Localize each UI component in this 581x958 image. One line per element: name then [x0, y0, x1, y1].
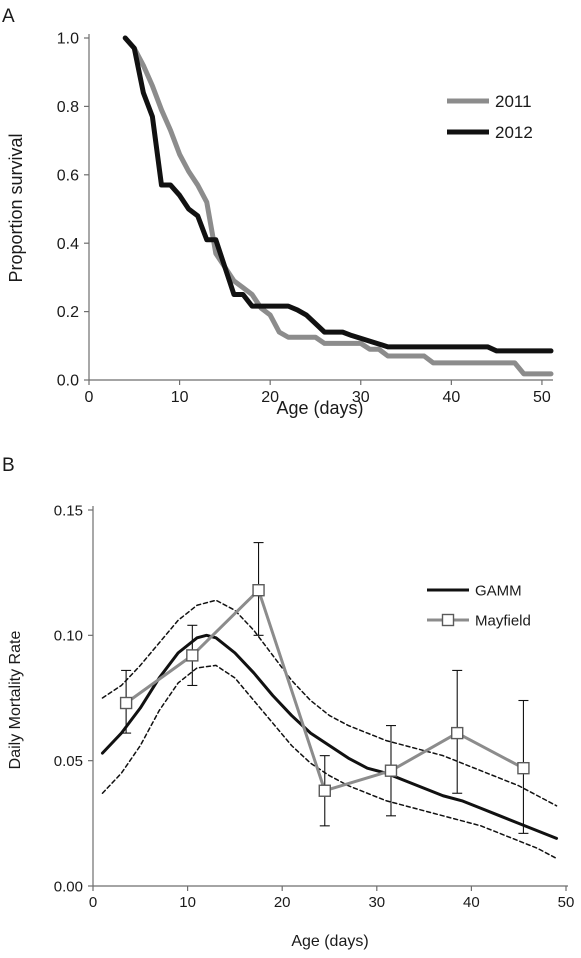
legend-label: 2011	[495, 92, 532, 111]
x-tick-label: 50	[558, 894, 575, 911]
data-point	[517, 761, 530, 775]
series-mayfield	[119, 542, 530, 834]
series-line	[101, 664, 558, 860]
y-tick-label: 0.4	[57, 236, 79, 253]
panel-b-legend: GAMM Mayfield	[427, 582, 531, 629]
y-tick-label: 0.10	[54, 628, 83, 645]
legend-entry: Mayfield	[427, 612, 531, 629]
y-tick-label: 0.0	[57, 373, 79, 390]
legend-label: GAMM	[475, 582, 522, 599]
panel-b-axes	[92, 506, 568, 887]
panel-a-series	[122, 35, 554, 377]
legend-label: 2012	[495, 123, 533, 142]
data-point	[119, 696, 133, 710]
panel-a-x-axis-label: Age (days)	[276, 398, 363, 418]
data-point	[451, 726, 464, 740]
legend-entry: 2011	[447, 92, 532, 111]
data-point	[252, 584, 265, 597]
panel-a-axes	[88, 34, 553, 381]
panel-label-b: B	[2, 455, 15, 476]
x-tick-label: 30	[352, 389, 370, 406]
panel-a-legend: 2011 2012	[447, 92, 533, 142]
data-point	[186, 649, 199, 662]
series-gamm-upper-ci	[101, 599, 558, 807]
x-tick-label: 40	[442, 389, 460, 406]
legend-swatch-marker	[441, 613, 455, 627]
series-line	[122, 35, 554, 354]
series-gamm	[100, 633, 559, 840]
data-point	[384, 764, 398, 777]
panel-a-y-axis-label: Proportion survival	[6, 133, 26, 282]
y-tick-label: 1.0	[57, 31, 79, 48]
panel-b: B Daily Mortality Rate Age (days) 0.000.…	[2, 455, 574, 950]
y-tick-label: 0.00	[54, 878, 83, 895]
legend-entry: 2012	[447, 123, 533, 142]
x-tick-label: 20	[274, 894, 291, 911]
series-2011	[122, 35, 554, 377]
panel-b-ticks: 0.00 0.05 0.10 0.15 0 10 20 30 40 50	[54, 502, 575, 911]
x-tick-label: 50	[533, 389, 551, 406]
x-tick-label: 0	[85, 389, 94, 406]
panel-a: A Proportion survival Age (days) 0.00.20…	[2, 6, 554, 418]
y-tick-label: 0.05	[54, 753, 83, 770]
x-tick-label: 10	[179, 894, 196, 911]
series-line	[100, 633, 559, 840]
panel-b-x-axis-label: Age (days)	[291, 933, 368, 950]
legend-label: Mayfield	[475, 612, 531, 629]
x-tick-label: 40	[463, 894, 480, 911]
panel-a-ticks: 0.0 0.2 0.4 0.6 0.8 1.0 0 10 20 30 40 50	[57, 31, 551, 406]
y-tick-label: 0.2	[57, 304, 79, 321]
x-tick-label: 20	[261, 389, 279, 406]
x-tick-label: 0	[89, 894, 97, 911]
series-line	[101, 599, 558, 807]
data-point	[318, 784, 331, 797]
y-tick-label: 0.6	[57, 167, 79, 184]
y-tick-label: 0.8	[57, 99, 79, 116]
panel-b-series	[100, 542, 559, 860]
series-2012	[122, 35, 554, 354]
series-gamm-lower-ci	[101, 664, 558, 860]
y-tick-label: 0.15	[54, 502, 83, 519]
legend-entry: GAMM	[427, 582, 522, 599]
x-tick-label: 10	[171, 389, 189, 406]
panel-b-y-axis-label: Daily Mortality Rate	[7, 631, 24, 770]
series-line	[122, 35, 554, 377]
panel-label-a: A	[2, 6, 15, 27]
x-tick-label: 30	[368, 894, 385, 911]
